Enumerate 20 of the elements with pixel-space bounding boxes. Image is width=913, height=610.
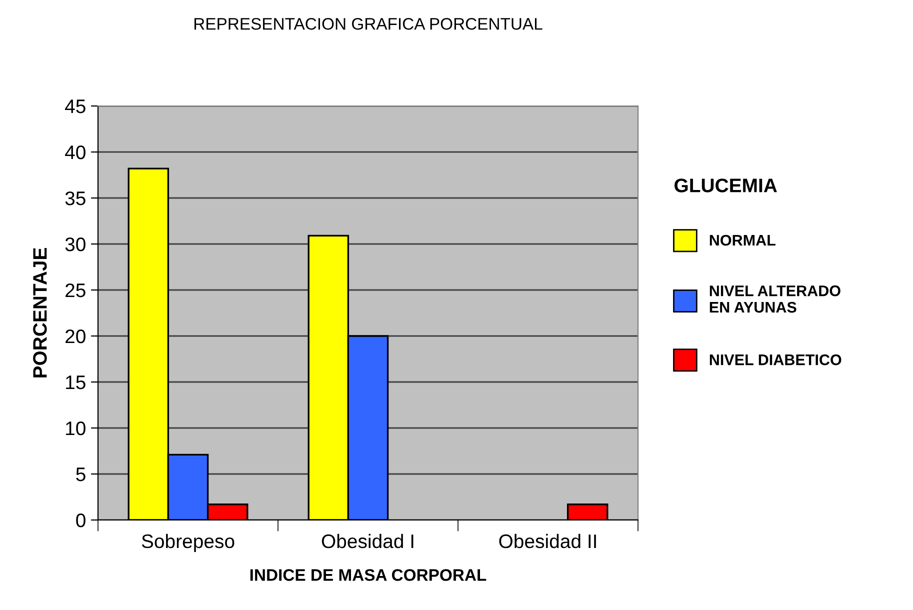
chart-title: REPRESENTACION GRAFICA PORCENTUAL xyxy=(194,18,542,30)
y-axis-title: PORCENTAJE xyxy=(33,248,47,378)
y-tick-label: 35 xyxy=(65,191,86,206)
legend-label: NORMAL xyxy=(710,234,776,246)
legend-label: NIVEL DIABETICO xyxy=(710,354,842,366)
y-tick-label: 5 xyxy=(76,468,86,482)
y-tick-label: 0 xyxy=(76,513,86,528)
y-tick-label: 25 xyxy=(66,283,86,298)
x-tick-label: Obesidad II xyxy=(499,534,596,548)
legend-title: GLUCEMIA xyxy=(674,178,777,192)
y-tick-label: 45 xyxy=(65,100,86,114)
y-tick-label: 10 xyxy=(66,421,86,436)
y-tick-label: 15 xyxy=(66,376,86,390)
y-tick-label: 40 xyxy=(65,145,86,160)
legend-label: NIVEL ALTERADO EN AYUNAS xyxy=(710,285,840,313)
x-tick-label: Obesidad I xyxy=(322,534,414,548)
y-tick-label: 20 xyxy=(66,329,86,344)
y-tick-label: 30 xyxy=(65,237,86,252)
x-tick-label: Sobrepeso xyxy=(142,534,234,552)
x-axis-title: INDICE DE MASA CORPORAL xyxy=(250,569,486,581)
